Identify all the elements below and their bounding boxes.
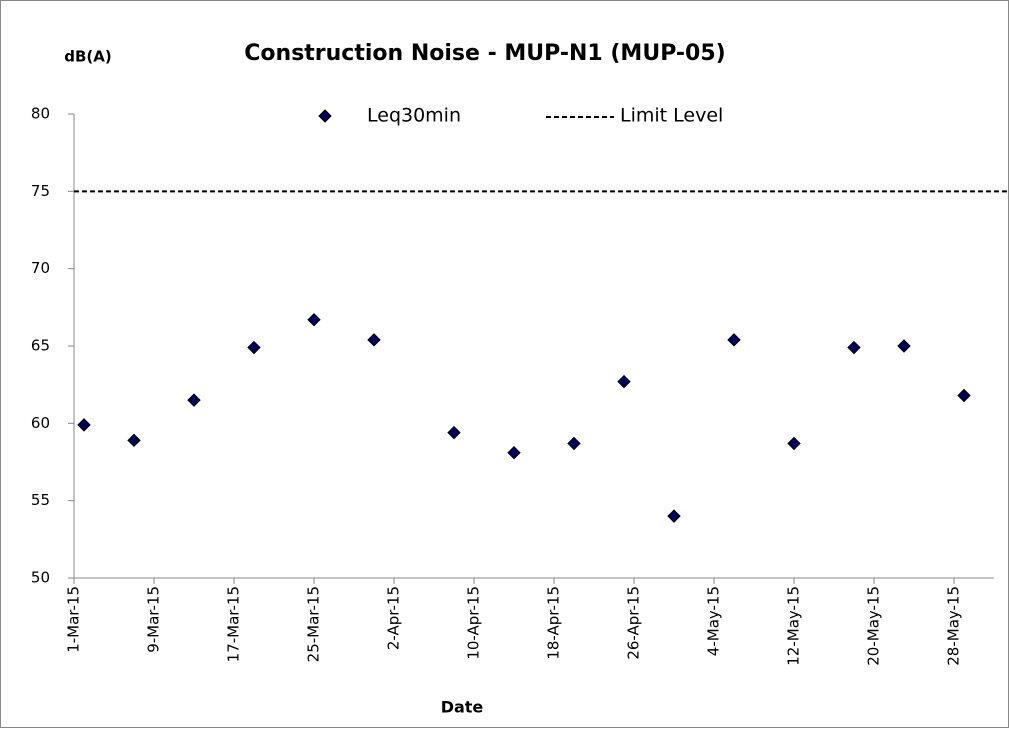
legend-label: Limit Level <box>620 105 723 127</box>
x-tick-label: 17-Mar-15 <box>225 586 243 662</box>
y-tick-label: 50 <box>31 569 50 587</box>
y-tick-label: 55 <box>31 491 50 509</box>
point <box>897 339 911 353</box>
y-tick-label: 75 <box>31 182 50 200</box>
legend-label: Leq30min <box>367 105 461 127</box>
x-tick-label: 4-May-15 <box>705 586 723 656</box>
legend-marker <box>318 109 332 123</box>
x-tick-label: 28-May-15 <box>945 586 963 666</box>
x-tick-label: 9-Mar-15 <box>145 586 163 653</box>
x-tick-label: 10-Apr-15 <box>465 586 483 660</box>
point <box>367 333 381 347</box>
x-tick-label: 20-May-15 <box>865 586 883 666</box>
x-tick-label: 1-Mar-15 <box>65 586 83 653</box>
x-tick-label: 26-Apr-15 <box>625 586 643 660</box>
point <box>127 433 141 448</box>
y-tick-label: 60 <box>31 414 50 432</box>
point <box>847 340 861 355</box>
y-axis-title: dB(A) <box>64 48 112 66</box>
point <box>447 425 461 440</box>
point <box>567 436 581 451</box>
chart-title: Construction Noise - MUP-N1 (MUP-05) <box>244 41 725 66</box>
point <box>507 446 521 460</box>
point <box>187 393 201 407</box>
x-tick-label: 18-Apr-15 <box>545 586 563 660</box>
point <box>787 436 801 451</box>
point <box>77 418 91 432</box>
point <box>307 312 321 327</box>
x-tick-label: 12-May-15 <box>785 586 803 666</box>
y-tick-label: 65 <box>31 337 50 355</box>
point <box>617 374 631 389</box>
point <box>727 333 741 347</box>
x-tick-label: 25-Mar-15 <box>305 586 323 662</box>
point <box>247 340 261 355</box>
x-tick-label: 2-Apr-15 <box>385 586 403 650</box>
y-tick-label: 70 <box>31 259 50 277</box>
x-axis-title: Date <box>441 698 484 717</box>
point <box>957 388 971 403</box>
y-tick-label: 80 <box>31 105 50 123</box>
point <box>667 509 681 523</box>
